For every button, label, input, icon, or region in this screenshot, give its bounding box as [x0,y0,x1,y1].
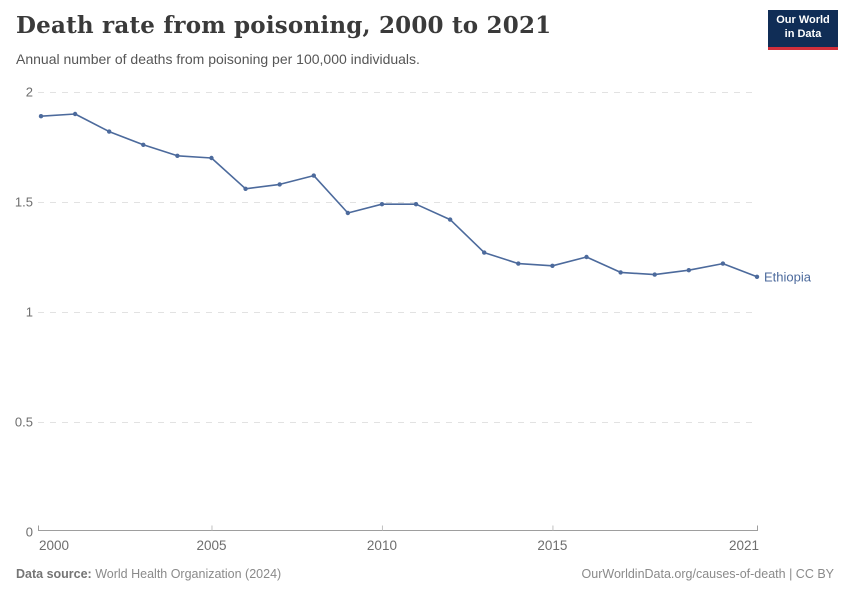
data-point [277,182,282,187]
owid-logo-line2: in Data [784,28,822,40]
data-point [516,261,521,266]
y-axis-tick-label: 0.5 [15,415,33,430]
data-point [243,186,248,191]
data-source-label: Data source: [16,567,92,581]
series-line-ethiopia [40,113,758,278]
data-point [175,153,180,158]
data-point [447,217,453,222]
y-axis-tick-label: 0 [26,525,33,540]
data-point [686,268,692,273]
data-point [209,155,214,161]
owid-logo: Our World in Data [768,10,838,50]
data-point [72,111,78,117]
data-point [652,272,657,277]
data-point [584,254,589,260]
data-point [482,250,487,255]
x-axis-tick-label: 2021 [729,538,759,553]
chart-footer: Data source: World Health Organization (… [16,567,834,581]
footer-url: OurWorldinData.org/causes-of-death [581,567,786,581]
data-point [720,261,726,266]
data-point [106,129,112,134]
page-title: Death rate from poisoning, 2000 to 2021 [16,12,552,39]
x-axis-tick-label: 2010 [367,538,397,553]
data-point [379,202,385,207]
data-point [311,173,316,178]
data-point [754,274,760,279]
chart-subtitle: Annual number of deaths from poisoning p… [16,51,420,67]
data-source: Data source: World Health Organization (… [16,567,281,581]
x-axis-tick-label: 2015 [537,538,567,553]
series-end-label: Ethiopia [764,269,812,284]
x-axis-tick-label: 2000 [39,538,69,553]
y-axis-tick-label: 1.5 [15,195,33,210]
data-point [141,142,146,147]
data-point [38,114,44,119]
y-axis-tick-label: 2 [26,85,33,100]
owid-logo-line1: Our World [776,14,830,26]
data-point [618,270,623,275]
x-axis-tick-label: 2005 [196,538,226,553]
footer-separator: | [785,567,796,581]
data-source-value: World Health Organization (2024) [95,567,282,581]
data-point [413,202,419,207]
data-point [345,210,351,216]
data-point [550,263,555,268]
footer-license: CC BY [795,567,834,581]
y-axis-tick-label: 1 [26,305,33,320]
attribution: OurWorldinData.org/causes-of-death | CC … [582,567,834,581]
